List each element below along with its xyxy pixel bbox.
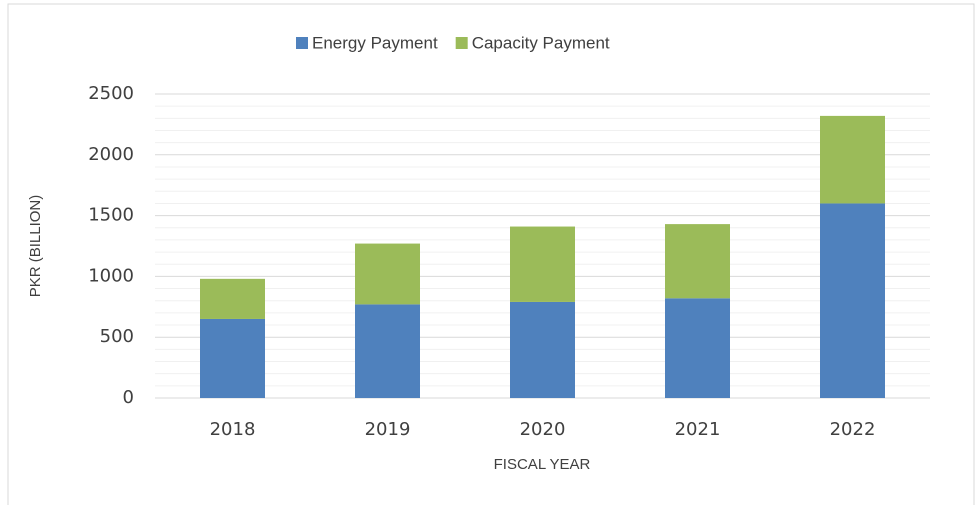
bar-segment (665, 224, 730, 299)
x-tick-label: 2019 (365, 419, 411, 440)
bar-segment (200, 318, 265, 398)
bar-segment (355, 304, 420, 398)
y-tick-label: 500 (100, 326, 134, 347)
y-tick-label: 1000 (88, 265, 134, 286)
y-tick-label: 0 (123, 387, 134, 408)
bar-segment (665, 298, 730, 398)
x-tick-label: 2021 (675, 419, 721, 440)
bar-segment (510, 301, 575, 398)
legend-swatch (455, 37, 468, 49)
legend-swatch (296, 37, 308, 49)
legend-label: Energy Payment (312, 33, 438, 52)
legend-label: Capacity Payment (472, 33, 610, 52)
x-axis-title: FISCAL YEAR (494, 456, 591, 473)
y-axis-title: PKR (BILLION) (27, 195, 44, 298)
x-tick-label: 2020 (520, 419, 566, 440)
bar-segment (820, 115, 885, 204)
y-tick-label: 1500 (88, 205, 134, 226)
bar-segment (200, 278, 265, 319)
y-tick-label: 2000 (88, 144, 134, 165)
x-tick-label: 2022 (830, 419, 876, 440)
bar-segment (510, 226, 575, 302)
y-tick-label: 2500 (88, 83, 134, 104)
x-tick-label: 2018 (210, 419, 256, 440)
chart-border (7, 3, 975, 505)
bar-segment (820, 203, 885, 398)
bar-segment (355, 243, 420, 305)
